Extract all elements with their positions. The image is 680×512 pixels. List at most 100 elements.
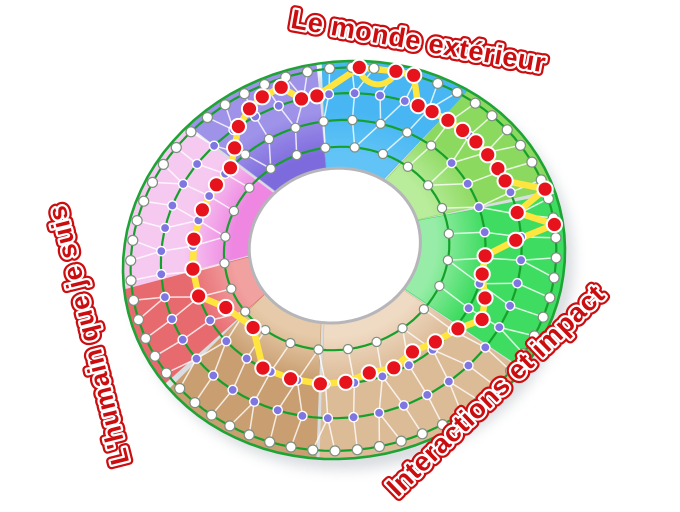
grid-node-inner[interactable] [244, 182, 255, 193]
grid-node-inner[interactable] [219, 258, 230, 269]
grid-node-third[interactable] [473, 201, 485, 213]
grid-node-inner[interactable] [313, 344, 324, 355]
grid-node-third[interactable] [403, 359, 415, 371]
grid-node-outer[interactable] [490, 380, 502, 393]
grid-node-second[interactable] [399, 95, 411, 107]
grid-node-third[interactable] [462, 178, 474, 189]
profile-node[interactable] [282, 370, 300, 388]
grid-node-second[interactable] [159, 291, 171, 303]
profile-node[interactable] [253, 88, 271, 106]
grid-node-second[interactable] [349, 87, 360, 99]
profile-node[interactable] [185, 230, 203, 248]
grid-node-second[interactable] [248, 396, 260, 407]
grid-node-outer[interactable] [526, 156, 538, 168]
profile-node[interactable] [229, 117, 247, 136]
profile-node[interactable] [337, 373, 355, 391]
grid-node-third[interactable] [203, 190, 215, 202]
grid-node-second[interactable] [374, 90, 386, 101]
grid-node-outer[interactable] [140, 332, 152, 344]
grid-node-second[interactable] [227, 384, 238, 396]
profile-node[interactable] [476, 289, 494, 307]
grid-node-outer[interactable] [329, 445, 341, 457]
profile-node[interactable] [439, 111, 457, 129]
profile-node[interactable] [226, 139, 244, 157]
grid-node-inner[interactable] [265, 163, 276, 174]
grid-node-outer[interactable] [125, 274, 137, 287]
grid-node-outer[interactable] [537, 311, 549, 323]
grid-node-second[interactable] [504, 300, 516, 312]
profile-node[interactable] [507, 231, 525, 249]
grid-node-outer[interactable] [125, 254, 137, 267]
grid-node-outer[interactable] [238, 88, 250, 100]
grid-node-outer[interactable] [324, 62, 336, 75]
grid-node-inner[interactable] [342, 343, 354, 355]
profile-node[interactable] [217, 298, 235, 317]
profile-node[interactable] [190, 287, 208, 305]
profile-node[interactable] [244, 318, 262, 337]
profile-node[interactable] [409, 97, 427, 115]
grid-node-outer[interactable] [550, 232, 562, 244]
grid-node-second[interactable] [463, 360, 474, 371]
grid-node-outer[interactable] [189, 397, 201, 409]
grid-node-second[interactable] [177, 334, 188, 346]
grid-node-second[interactable] [398, 400, 410, 411]
grid-node-second[interactable] [208, 140, 220, 152]
grid-node-outer[interactable] [416, 428, 428, 440]
grid-node-second[interactable] [373, 407, 385, 419]
grid-node-second[interactable] [167, 200, 178, 211]
grid-node-outer[interactable] [138, 195, 150, 207]
grid-node-inner[interactable] [320, 142, 331, 153]
grid-node-second[interactable] [348, 411, 359, 423]
profile-node[interactable] [473, 310, 491, 329]
grid-node-outer[interactable] [550, 252, 562, 264]
grid-node-second[interactable] [323, 88, 335, 100]
grid-node-inner[interactable] [239, 306, 251, 317]
profile-node[interactable] [405, 66, 423, 84]
grid-node-outer[interactable] [469, 97, 481, 109]
grid-node-third[interactable] [463, 302, 474, 314]
grid-node-third[interactable] [402, 127, 413, 138]
grid-node-inner[interactable] [349, 142, 360, 153]
profile-node[interactable] [350, 58, 368, 77]
grid-node-inner[interactable] [436, 202, 448, 214]
grid-node-outer[interactable] [285, 441, 297, 453]
grid-node-inner[interactable] [377, 148, 389, 160]
profile-node[interactable] [207, 176, 225, 194]
grid-node-outer[interactable] [243, 429, 255, 441]
grid-node-outer[interactable] [219, 99, 231, 111]
profile-node[interactable] [308, 87, 326, 105]
grid-node-second[interactable] [166, 313, 178, 325]
profile-node[interactable] [311, 375, 329, 393]
grid-node-third[interactable] [204, 315, 216, 326]
grid-node-outer[interactable] [514, 139, 527, 151]
profile-node[interactable] [193, 201, 211, 219]
grid-node-outer[interactable] [373, 440, 385, 453]
grid-node-inner[interactable] [291, 149, 302, 161]
profile-node[interactable] [360, 364, 378, 382]
grid-node-inner[interactable] [260, 324, 271, 336]
grid-node-outer[interactable] [149, 350, 161, 362]
grid-node-inner[interactable] [402, 161, 414, 172]
grid-node-third[interactable] [220, 335, 232, 347]
grid-node-inner[interactable] [220, 231, 231, 242]
grid-node-outer[interactable] [160, 367, 172, 379]
grid-node-outer[interactable] [456, 407, 468, 420]
grid-node-outer[interactable] [131, 215, 143, 227]
grid-node-second[interactable] [421, 389, 433, 401]
grid-node-inner[interactable] [285, 337, 296, 349]
grid-node-second[interactable] [515, 254, 527, 266]
grid-node-outer[interactable] [451, 86, 463, 99]
grid-node-second[interactable] [177, 178, 189, 190]
grid-node-inner[interactable] [422, 180, 434, 191]
grid-node-third[interactable] [347, 114, 358, 126]
grid-node-inner[interactable] [397, 323, 408, 334]
grid-node-outer[interactable] [436, 419, 449, 431]
grid-node-outer[interactable] [368, 62, 380, 74]
profile-node[interactable] [476, 247, 494, 265]
grid-node-inner[interactable] [442, 255, 454, 266]
grid-node-outer[interactable] [174, 382, 186, 395]
grid-node-outer[interactable] [486, 110, 498, 122]
grid-node-inner[interactable] [418, 304, 430, 315]
grid-node-outer[interactable] [307, 444, 319, 456]
grid-node-second[interactable] [512, 277, 523, 289]
